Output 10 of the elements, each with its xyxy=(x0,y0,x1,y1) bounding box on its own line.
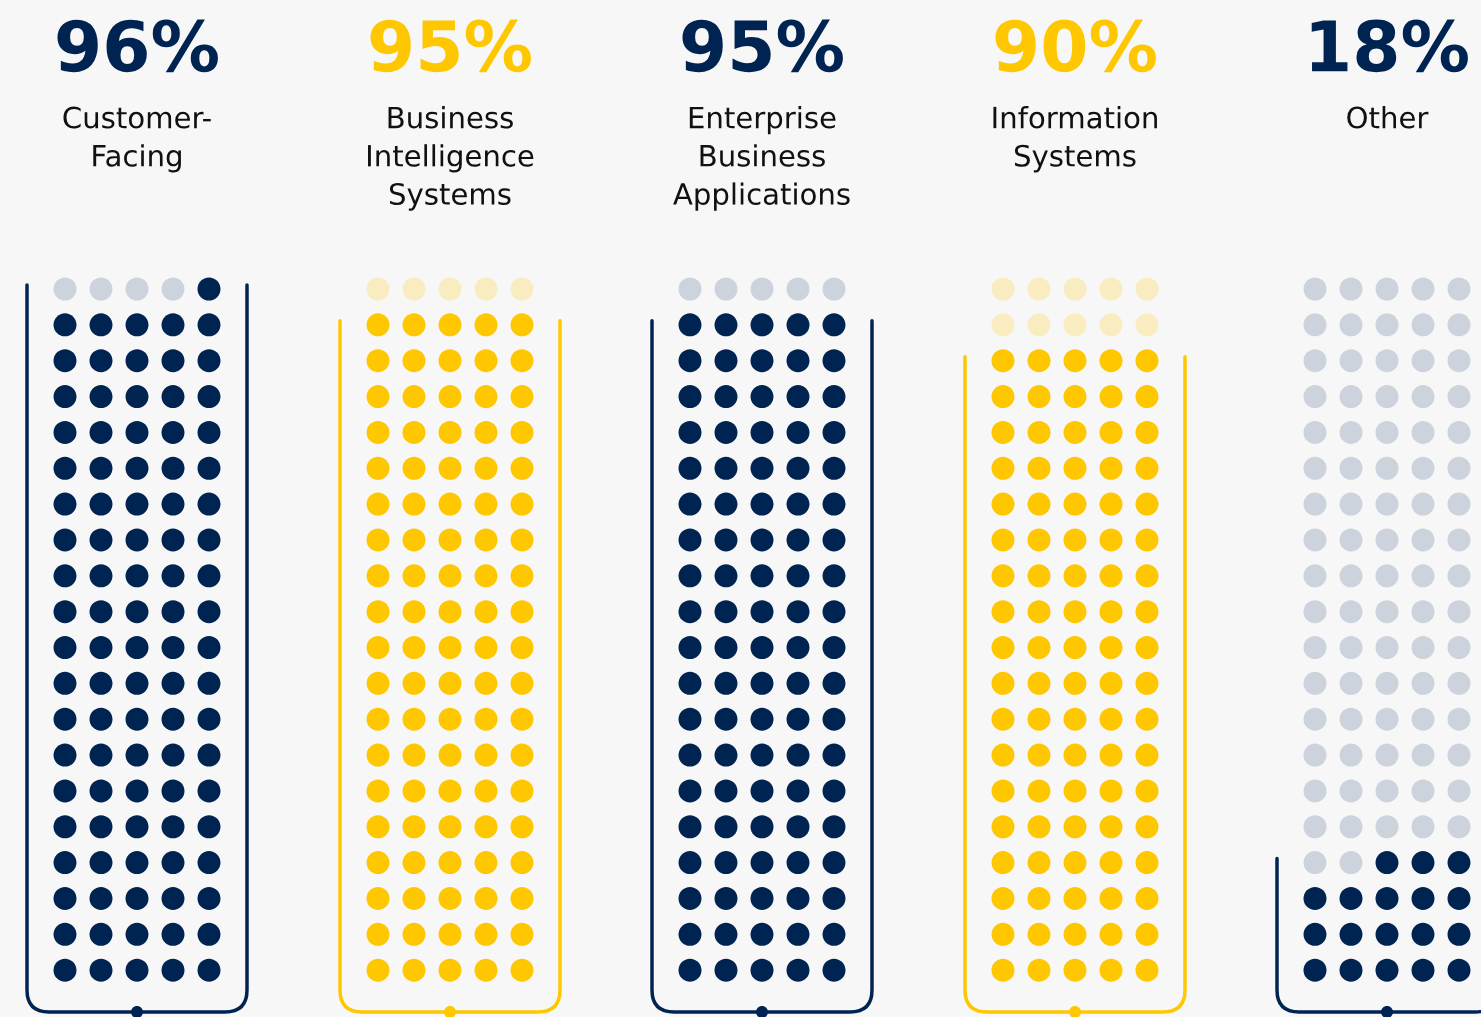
data-label: 95% xyxy=(682,19,843,73)
data-label: 18% xyxy=(1311,19,1468,73)
data-label: 96% xyxy=(57,19,218,73)
data-label: 90% xyxy=(995,19,1156,73)
category-label: Customer- Facing xyxy=(63,106,211,173)
category-label: Enterprise Business Applications xyxy=(673,106,850,211)
category-label: Business Intelligence Systems xyxy=(368,106,534,211)
data-label: 95% xyxy=(370,19,531,73)
category-label: Other xyxy=(1347,106,1429,129)
category-label: Information Systems xyxy=(993,106,1157,173)
